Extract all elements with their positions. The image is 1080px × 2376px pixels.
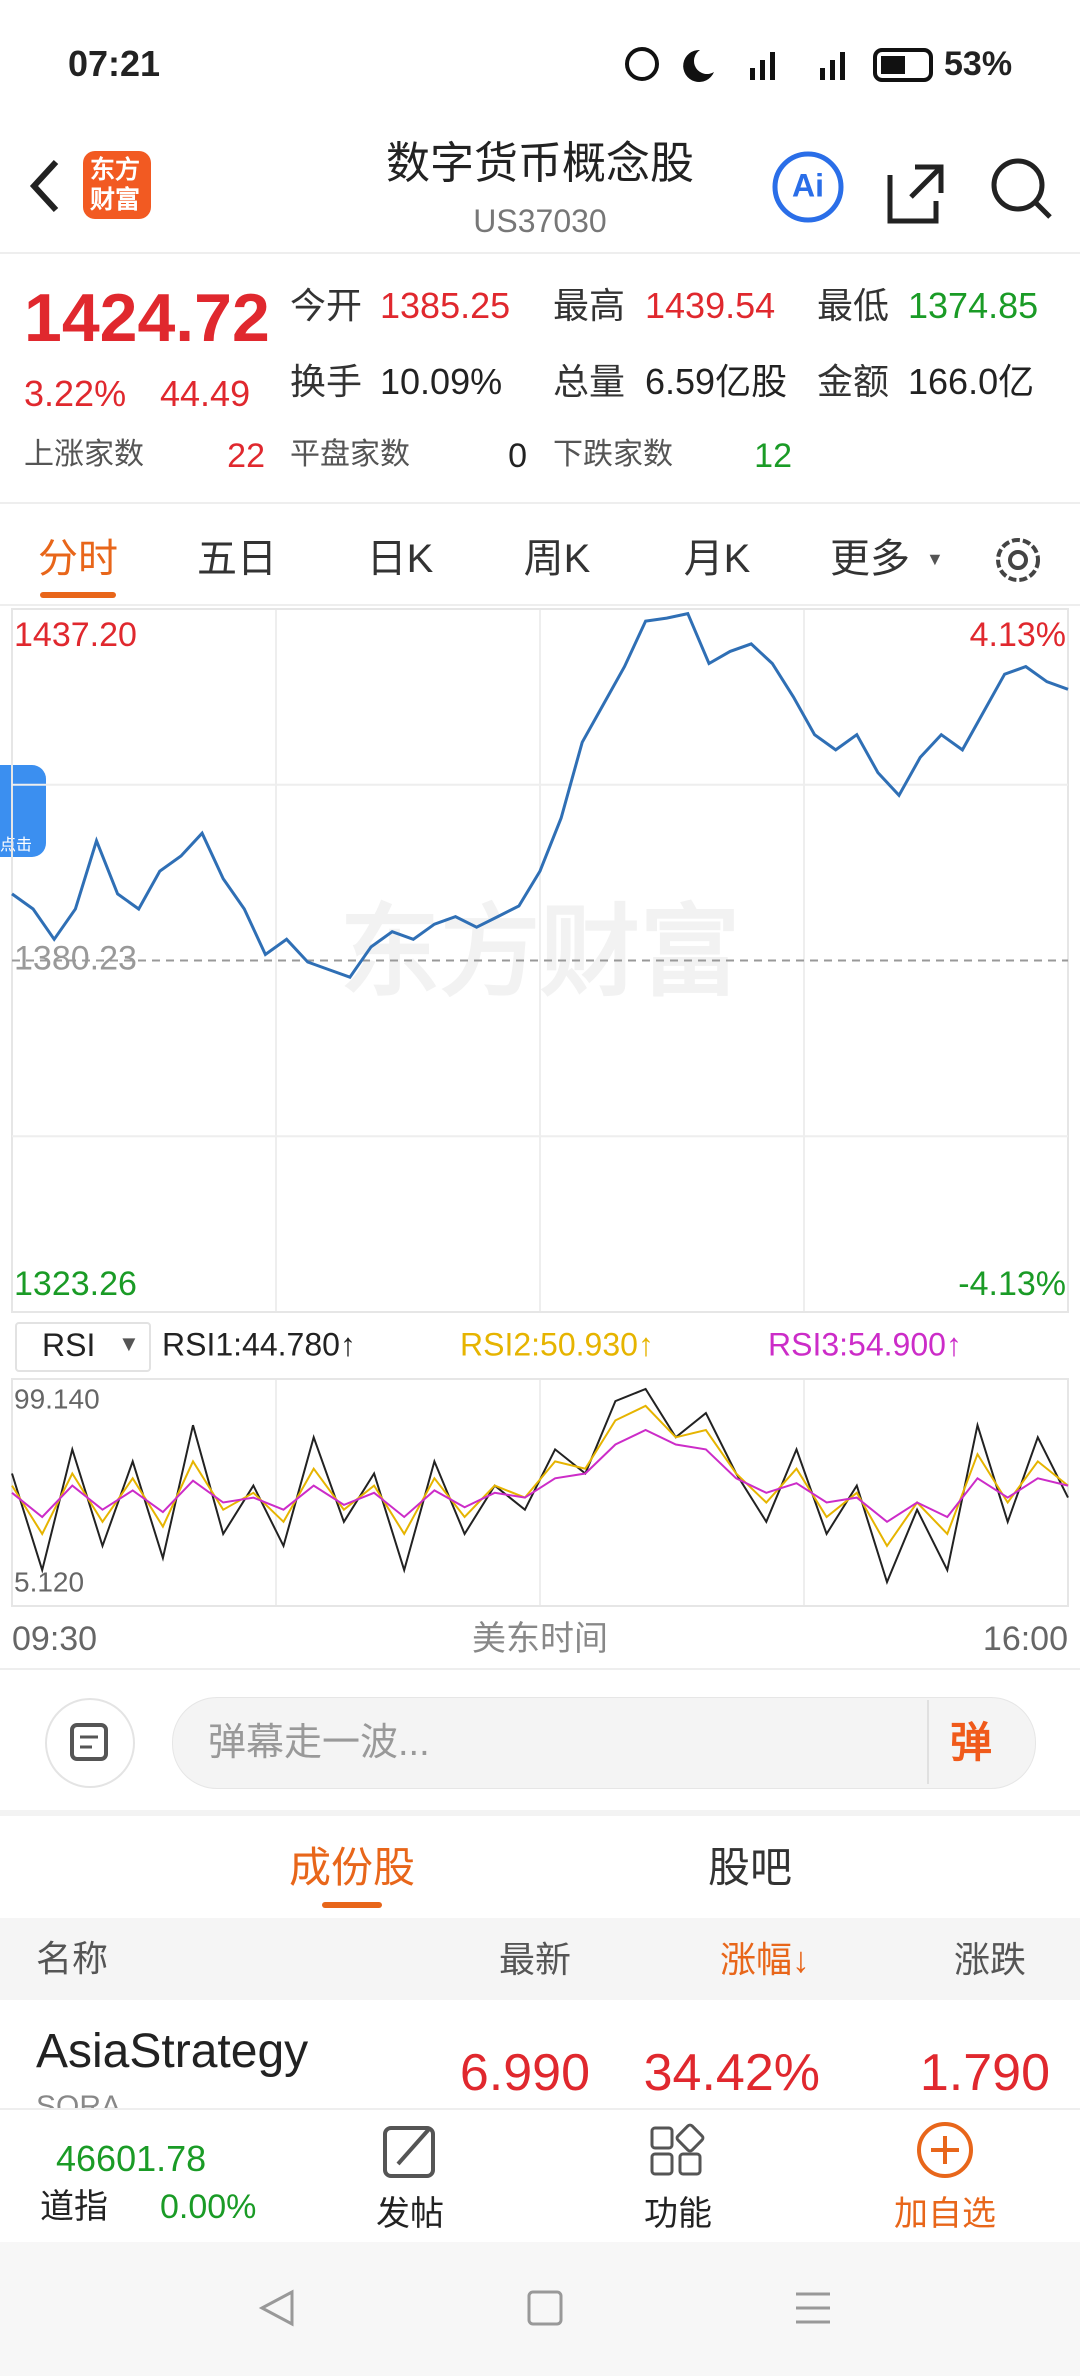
index-name[interactable]: 道指 [40,2188,108,2226]
breadth-label: 上涨家数 [24,438,144,471]
change-percent: 3.22% [24,373,127,414]
field-label: 换手 [290,361,363,402]
svg-text:Ai: Ai [792,167,824,203]
x-axis-label: 美东时间 [472,1620,608,1658]
change-amount: 1.790 [919,2044,1050,2102]
field-value: 1385.25 [380,285,511,326]
legend-entry: RSI1:44.780↑ [162,1326,356,1362]
breadth-value: 12 [754,437,792,475]
chart-tab[interactable]: 周K [523,537,591,581]
page-title: 数字货币概念股 [386,139,694,188]
chart-tab[interactable]: 分时 [38,537,118,581]
field-value: 10.09% [380,361,503,402]
tab-underline [40,592,116,598]
y-tick-label: 99.140 [14,1383,100,1414]
stock-name[interactable]: AsiaStrategy [36,2025,309,2078]
breadth-value: 0 [508,437,527,475]
legend-entry: RSI3:54.900↑ [768,1326,962,1362]
toolbar-button[interactable]: 功能 [644,2195,712,2233]
field-value: 166.0亿 [908,361,1035,402]
x-end-label: 16:00 [982,1620,1068,1658]
toolbar-button[interactable]: 发帖 [376,2195,444,2233]
toolbar-button[interactable]: 加自选 [894,2195,996,2233]
field-label: 最高 [553,285,626,326]
y-tick-label: 1323.26 [14,1265,137,1303]
latest-price: 6.990 [459,2044,590,2102]
field-label: 今开 [290,285,363,326]
nav-buttons[interactable] [0,2270,1080,2350]
data-line [11,1428,1069,1524]
field-value: 1374.85 [908,285,1039,326]
list-tab[interactable]: 成份股 [288,1844,416,1891]
chart-tab[interactable]: 更多 [830,537,910,581]
logo-text: 财富 [90,186,141,214]
float-button[interactable] [0,765,46,857]
toolbar-icons [383,2122,973,2178]
column-header[interactable]: 名称 [36,1938,109,1979]
charts: 东方财富 1323.26 1380.23 1437.20 -4.13% 4.13% 5.12… [11,608,1069,1607]
data-line [11,1404,1069,1548]
field-label: 最低 [817,285,890,326]
field-value: 6.59亿股 [645,361,788,402]
indicator-name: RSI [42,1327,96,1363]
dropdown-arrow: ▼ [118,1331,140,1356]
y2-tick-label: 4.13% [970,616,1066,654]
legend-entry: RSI2:50.930↑ [460,1326,654,1362]
battery-level: 53% [944,45,1013,83]
breadth-label: 下跌家数 [553,438,673,471]
field-label: 金额 [817,361,890,402]
float-button-label: 点击 [0,837,33,854]
column-header[interactable]: 最新 [498,1939,572,1980]
column-header[interactable]: 涨跌 [953,1939,1027,1980]
data-line [11,611,1069,980]
dropdown-arrow: ▼ [926,549,944,569]
chart-tab[interactable]: 五日 [197,537,277,581]
field-value: 1439.54 [645,285,776,326]
header-actions[interactable]: Ai [770,145,1070,230]
settings-icon[interactable] [990,532,1046,588]
toolbar [0,2108,1080,2244]
column-header[interactable]: 涨幅↓ [719,1939,811,1980]
indicator-select[interactable] [15,1322,151,1372]
status-time: 07:21 [68,43,161,84]
breadth-label: 平盘家数 [290,438,410,471]
chart-tab[interactable]: 日K [366,537,434,581]
y-tick-label: 5.120 [14,1566,84,1597]
status-icons [625,47,933,82]
index-value: 46601.78 [56,2138,207,2179]
last-price: 1424.72 [24,280,270,356]
comment-placeholder: 弹幕走一波... [208,1722,430,1764]
field-label: 总量 [553,361,626,402]
breadth-value: 22 [227,437,265,475]
change-amount: 44.49 [160,373,251,414]
back-and-logo[interactable] [20,140,180,230]
danmaku-button[interactable]: 弹 [950,1719,993,1766]
stock-code: US37030 [473,203,607,239]
y-tick-label: 1437.20 [14,616,137,654]
y2-tick-label: -4.13% [958,1265,1066,1303]
index-change: 0.00% [160,2188,257,2226]
nav-bar [0,2242,1080,2376]
comment-input[interactable] [172,1697,1036,1789]
list-tab[interactable]: 股吧 [707,1844,793,1891]
x-start-label: 09:30 [12,1620,98,1658]
chart-tab[interactable]: 月K [683,537,751,581]
y-tick-label: 1380.23 [14,939,137,977]
watermark: 东方财富 [340,896,740,1008]
comment-icon[interactable] [44,1697,136,1789]
change-percent: 34.42% [643,2044,820,2102]
logo-text: 东方 [90,156,141,184]
